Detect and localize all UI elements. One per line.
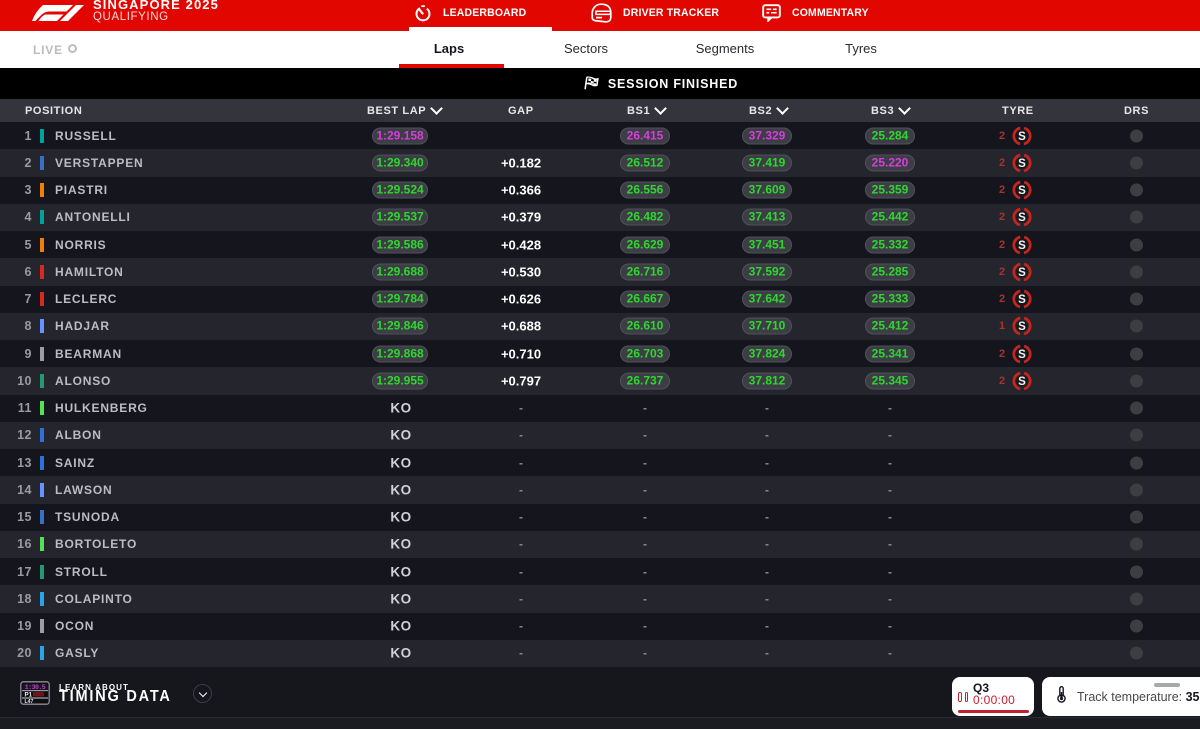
svg-text:S: S — [1018, 185, 1026, 197]
svg-text:S: S — [1018, 240, 1026, 252]
svg-text:S: S — [1018, 131, 1026, 143]
svg-text:P1: P1 — [25, 692, 33, 699]
svg-text:L47: L47 — [25, 699, 34, 705]
svg-text:1:30.5: 1:30.5 — [25, 684, 46, 691]
svg-text:S: S — [1018, 213, 1026, 225]
svg-text:S: S — [1018, 267, 1026, 279]
svg-text:S: S — [1018, 158, 1026, 170]
svg-text:S: S — [1018, 349, 1026, 361]
svg-text:S: S — [1018, 294, 1026, 306]
svg-text:S: S — [1018, 376, 1026, 388]
svg-text:S: S — [1018, 322, 1026, 334]
